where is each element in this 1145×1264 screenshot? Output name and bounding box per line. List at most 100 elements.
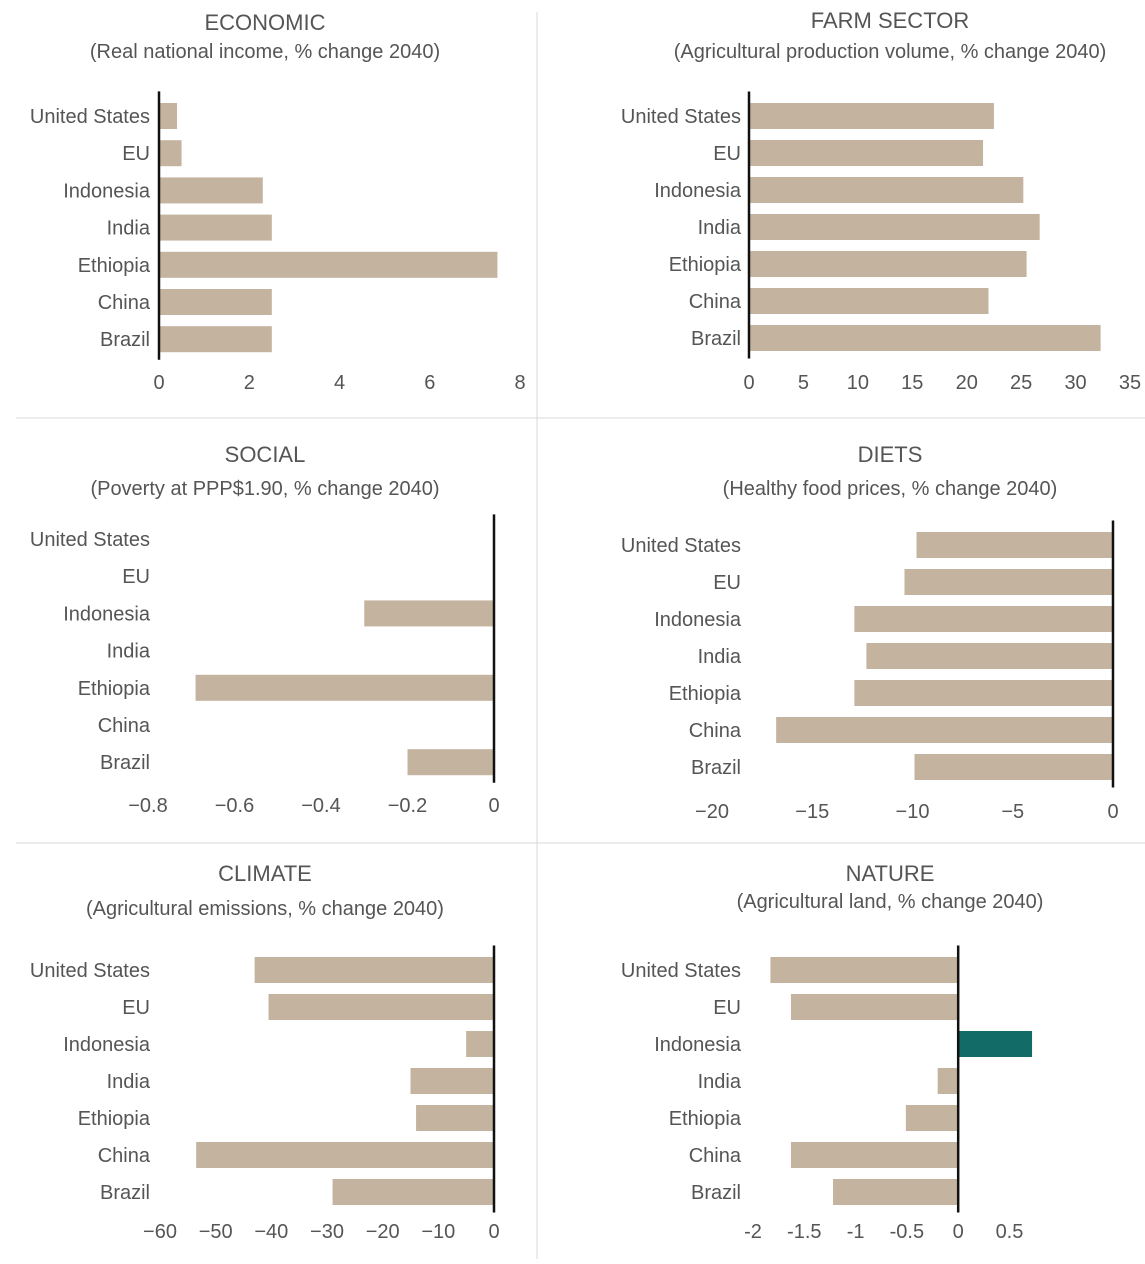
category-label: EU bbox=[713, 572, 741, 594]
category-label: Indonesia bbox=[654, 1034, 742, 1056]
tick-label: 15 bbox=[901, 372, 923, 394]
category-label: Brazil bbox=[100, 752, 150, 774]
chart-subtitle: (Poverty at PPP$1.90, % change 2040) bbox=[90, 478, 439, 500]
tick-label: −0.4 bbox=[301, 795, 340, 817]
tick-label: −0.2 bbox=[388, 795, 427, 817]
tick-label: 0 bbox=[743, 372, 754, 394]
category-label: Brazil bbox=[100, 1182, 150, 1204]
category-label: Brazil bbox=[100, 329, 150, 351]
category-label: United States bbox=[621, 535, 741, 557]
category-label: Ethiopia bbox=[669, 254, 742, 276]
tick-label: -0.5 bbox=[890, 1221, 924, 1243]
category-label: United States bbox=[30, 529, 150, 551]
bar bbox=[904, 569, 1113, 595]
category-label: EU bbox=[122, 566, 150, 588]
bar bbox=[776, 717, 1113, 743]
category-label: China bbox=[98, 715, 151, 737]
bar bbox=[159, 177, 263, 204]
category-label: EU bbox=[713, 997, 741, 1019]
category-label: China bbox=[689, 1145, 742, 1167]
bar bbox=[937, 1068, 959, 1094]
bar bbox=[914, 754, 1113, 780]
tick-label: 0 bbox=[488, 795, 499, 817]
tick-label: -1.5 bbox=[787, 1221, 821, 1243]
bar bbox=[749, 251, 1027, 277]
bar bbox=[196, 1142, 494, 1168]
category-label: United States bbox=[621, 960, 741, 982]
bar bbox=[332, 1179, 494, 1205]
category-label: Ethiopia bbox=[78, 255, 151, 277]
category-label: Ethiopia bbox=[78, 678, 151, 700]
tick-label: 20 bbox=[956, 372, 978, 394]
bar bbox=[958, 1031, 1033, 1057]
chart-panel-nature: NATURE (Agricultural land, % change 2040)… bbox=[621, 861, 1044, 1243]
chart-panel-social: SOCIAL (Poverty at PPP$1.90, % change 204… bbox=[30, 442, 500, 817]
category-label: EU bbox=[122, 997, 150, 1019]
bar bbox=[770, 957, 959, 983]
tick-label: 0.5 bbox=[996, 1221, 1024, 1243]
bar bbox=[833, 1179, 959, 1205]
tick-label: −5 bbox=[1001, 801, 1024, 823]
bar bbox=[159, 251, 498, 278]
tick-label: 0 bbox=[1107, 801, 1118, 823]
bar bbox=[410, 1068, 494, 1094]
bar bbox=[364, 600, 494, 627]
bar bbox=[159, 289, 272, 315]
tick-label: 0 bbox=[488, 1221, 499, 1243]
bar bbox=[749, 140, 984, 166]
bar bbox=[916, 532, 1113, 558]
chart-title: NATURE bbox=[846, 861, 935, 886]
tick-label: −10 bbox=[896, 801, 930, 823]
tick-label: −0.8 bbox=[128, 795, 167, 817]
bar bbox=[749, 325, 1101, 351]
tick-label: 4 bbox=[334, 372, 345, 394]
chart-panel-economic: ECONOMIC (Real national income, % change … bbox=[30, 10, 526, 394]
tick-label: 10 bbox=[847, 372, 869, 394]
chart-title: ECONOMIC bbox=[205, 10, 326, 35]
category-label: India bbox=[698, 1071, 742, 1093]
chart-subtitle: (Agricultural emissions, % change 2040) bbox=[86, 898, 444, 920]
chart-subtitle: (Real national income, % change 2040) bbox=[90, 41, 440, 63]
category-label: United States bbox=[30, 960, 150, 982]
tick-label: −30 bbox=[310, 1221, 344, 1243]
category-label: India bbox=[698, 646, 742, 668]
category-label: Brazil bbox=[691, 757, 741, 779]
bar bbox=[159, 103, 178, 129]
tick-label: −15 bbox=[795, 801, 829, 823]
bar bbox=[159, 140, 182, 167]
category-label: EU bbox=[713, 143, 741, 165]
bar bbox=[159, 214, 272, 241]
tick-label: 6 bbox=[424, 372, 435, 394]
bar bbox=[195, 674, 494, 701]
category-label: Ethiopia bbox=[78, 1108, 151, 1130]
tick-label: 30 bbox=[1064, 372, 1086, 394]
chart-panel-diets: DIETS (Healthy food prices, % change 2040… bbox=[621, 442, 1119, 823]
tick-label: 25 bbox=[1010, 372, 1032, 394]
bar bbox=[254, 957, 494, 983]
category-label: Indonesia bbox=[63, 180, 151, 202]
tick-label: −20 bbox=[366, 1221, 400, 1243]
category-label: India bbox=[107, 641, 151, 663]
bar bbox=[905, 1105, 959, 1131]
bar bbox=[466, 1031, 494, 1057]
category-label: China bbox=[98, 292, 151, 314]
tick-label: -1 bbox=[847, 1221, 865, 1243]
chart-title: FARM SECTOR bbox=[811, 8, 970, 33]
tick-label: 35 bbox=[1119, 372, 1141, 394]
bar bbox=[866, 643, 1113, 669]
bar bbox=[790, 994, 959, 1020]
category-label: Indonesia bbox=[63, 1034, 151, 1056]
category-label: Brazil bbox=[691, 328, 741, 350]
tick-label: −0.6 bbox=[215, 795, 254, 817]
tick-label: 0 bbox=[153, 372, 164, 394]
category-label: India bbox=[107, 1071, 151, 1093]
category-label: China bbox=[689, 291, 742, 313]
category-label: India bbox=[698, 217, 742, 239]
tick-label: 5 bbox=[798, 372, 809, 394]
tick-label: −50 bbox=[199, 1221, 233, 1243]
chart-panel-climate: CLIMATE (Agricultural emissions, % change… bbox=[30, 861, 500, 1243]
tick-label: −60 bbox=[143, 1221, 177, 1243]
bar bbox=[749, 177, 1024, 203]
